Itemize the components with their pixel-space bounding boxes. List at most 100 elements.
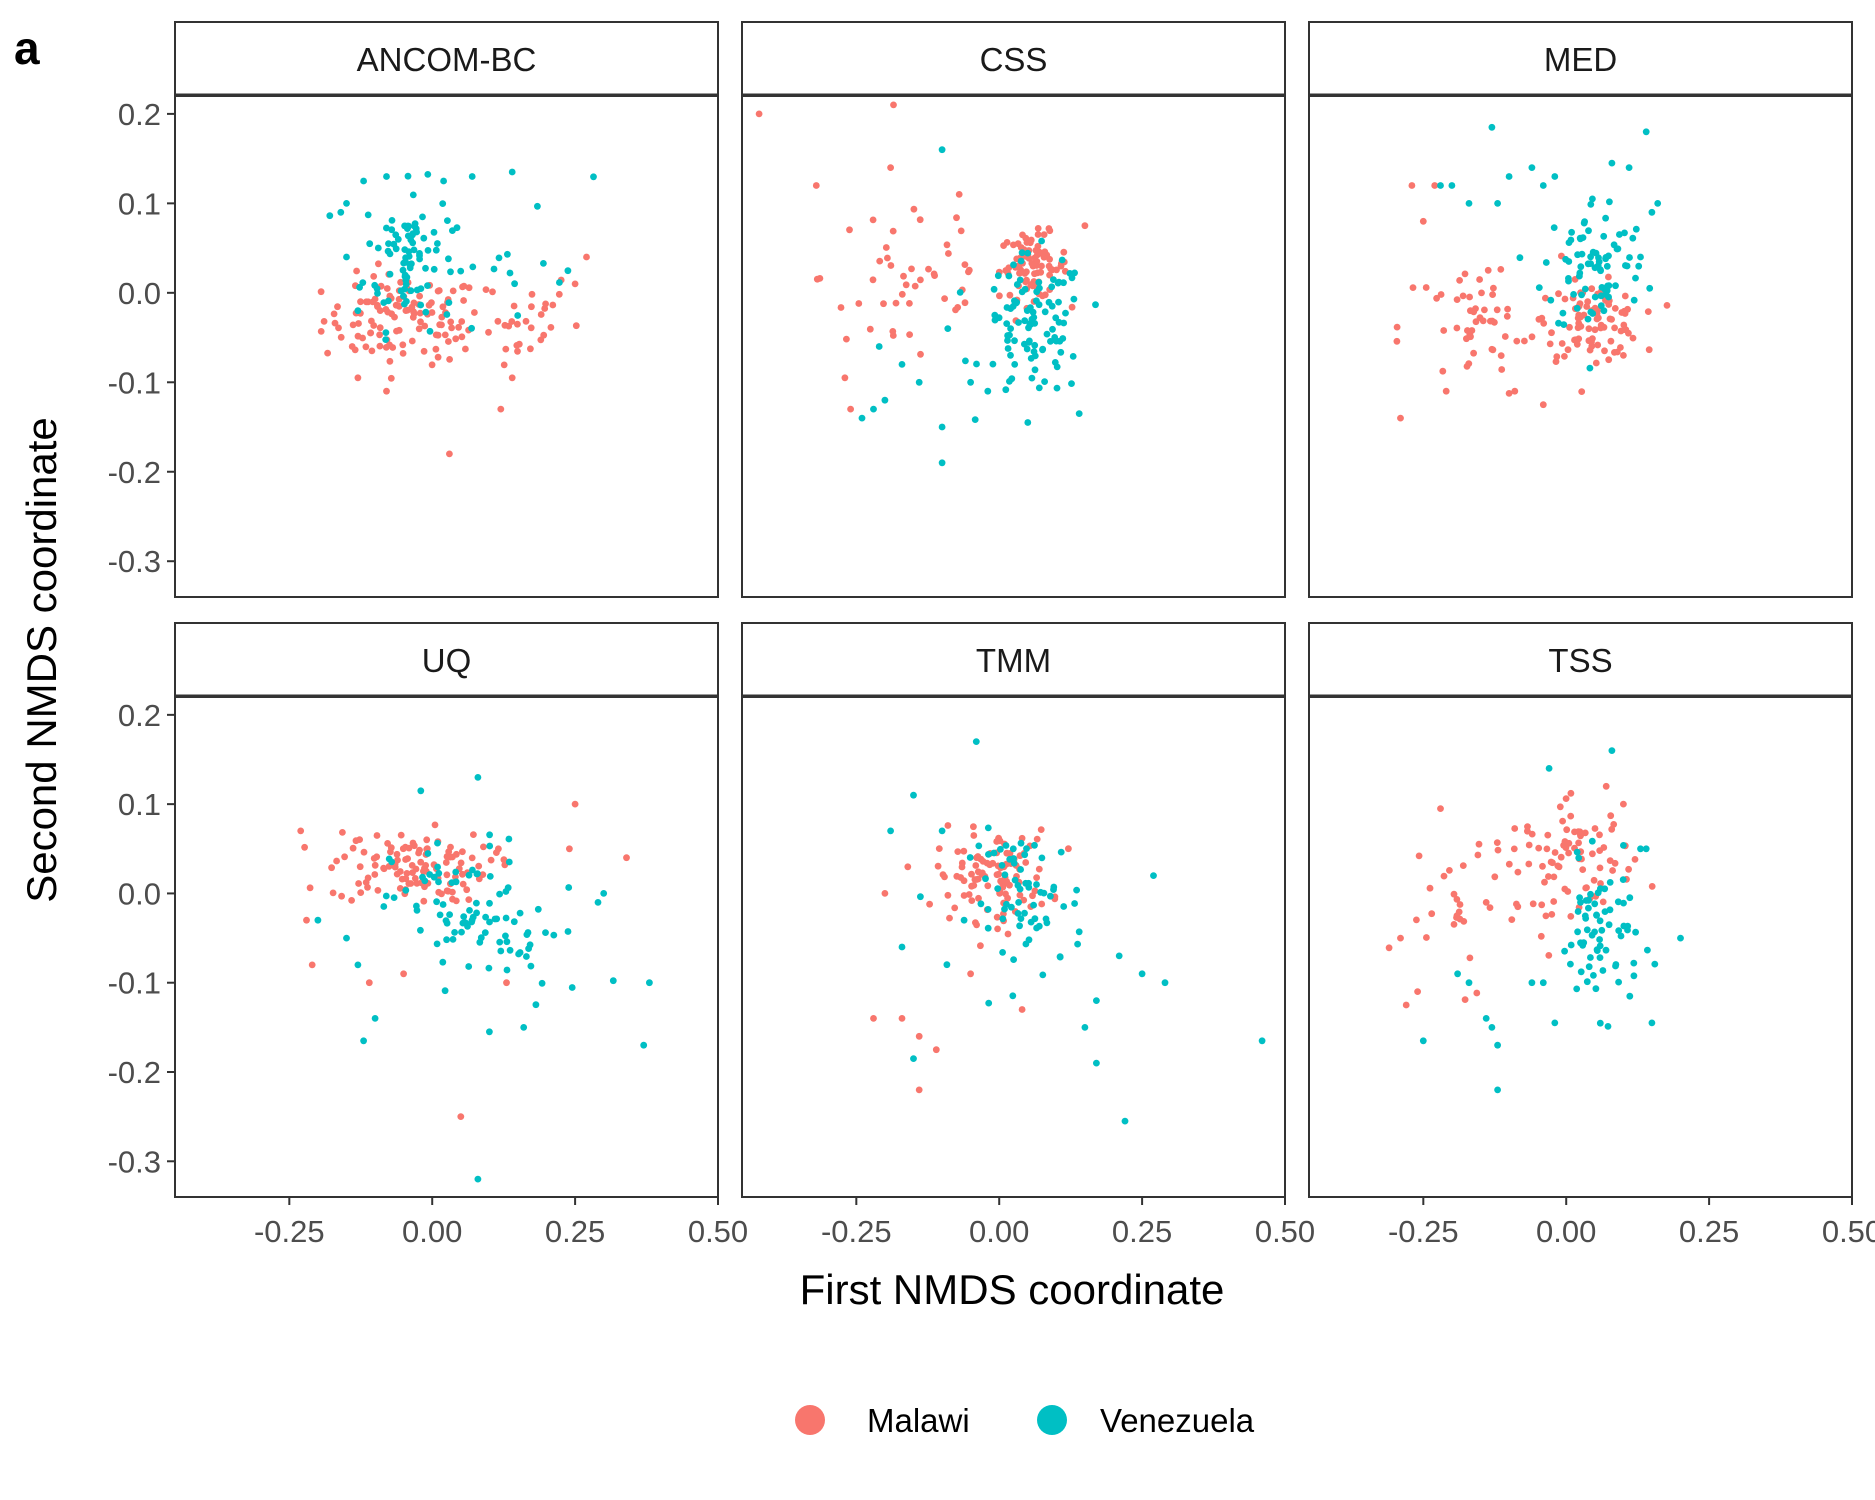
point-venezuela xyxy=(1025,879,1032,887)
point-malawi xyxy=(446,356,453,363)
point-venezuela xyxy=(482,913,489,921)
point-malawi xyxy=(943,241,951,249)
point-venezuela xyxy=(532,1001,540,1009)
point-venezuela xyxy=(447,268,454,276)
point-malawi xyxy=(1513,337,1521,345)
point-venezuela xyxy=(1615,978,1622,986)
point-malawi xyxy=(1437,805,1444,812)
point-malawi xyxy=(961,299,969,307)
point-malawi xyxy=(960,847,968,855)
point-venezuela xyxy=(1060,903,1068,910)
point-malawi xyxy=(1408,182,1416,189)
point-venezuela xyxy=(1528,979,1536,987)
point-malawi xyxy=(333,857,340,865)
point-venezuela xyxy=(568,984,576,991)
point-venezuela xyxy=(474,870,481,877)
point-malawi xyxy=(968,897,976,904)
point-malawi xyxy=(453,850,460,858)
point-venezuela xyxy=(944,325,952,332)
point-malawi xyxy=(494,317,502,325)
point-malawi xyxy=(941,295,948,302)
point-malawi xyxy=(1419,217,1427,225)
point-malawi xyxy=(431,821,439,829)
point-malawi xyxy=(495,845,502,853)
point-venezuela xyxy=(523,953,530,960)
point-venezuela xyxy=(640,1041,648,1049)
point-malawi xyxy=(413,879,421,887)
point-venezuela xyxy=(1606,906,1614,914)
point-malawi xyxy=(503,979,510,987)
point-venezuela xyxy=(1007,305,1014,312)
point-malawi xyxy=(465,896,473,903)
point-venezuela xyxy=(435,869,443,877)
y-tick-label: 0.0 xyxy=(118,876,161,911)
point-malawi xyxy=(1501,333,1509,340)
point-venezuela xyxy=(1021,317,1029,325)
point-malawi xyxy=(448,324,455,332)
point-malawi xyxy=(1000,242,1007,250)
panel-tmm: TMM xyxy=(741,622,1286,1198)
point-venezuela xyxy=(966,854,974,861)
point-malawi xyxy=(1621,292,1629,300)
point-venezuela xyxy=(417,787,425,795)
point-venezuela xyxy=(468,324,475,332)
point-venezuela xyxy=(1031,915,1039,923)
point-malawi xyxy=(1608,316,1615,323)
point-venezuela xyxy=(1018,249,1026,257)
point-malawi xyxy=(979,858,987,865)
point-venezuela xyxy=(1586,364,1594,372)
point-venezuela xyxy=(1585,896,1592,904)
point-malawi xyxy=(1577,831,1584,839)
point-venezuela xyxy=(408,260,415,268)
point-venezuela xyxy=(1606,198,1613,206)
point-venezuela xyxy=(410,246,418,254)
point-malawi xyxy=(1596,864,1604,872)
point-venezuela xyxy=(443,311,451,318)
point-malawi xyxy=(1475,840,1483,848)
legend: Malawi Venezuela xyxy=(795,1402,1255,1439)
point-venezuela xyxy=(360,1037,367,1045)
point-malawi xyxy=(501,321,509,329)
point-venezuela xyxy=(1015,899,1022,906)
point-malawi xyxy=(349,321,357,329)
point-malawi xyxy=(482,286,490,293)
point-malawi xyxy=(1607,812,1615,820)
point-malawi xyxy=(1555,290,1562,298)
point-malawi xyxy=(1422,284,1430,291)
point-malawi xyxy=(417,858,425,866)
point-venezuela xyxy=(430,228,438,236)
point-venezuela xyxy=(1561,947,1568,955)
point-malawi xyxy=(375,260,382,268)
point-malawi xyxy=(432,345,440,353)
point-malawi xyxy=(968,870,975,878)
point-venezuela xyxy=(997,845,1004,853)
point-malawi xyxy=(1504,305,1511,313)
point-malawi xyxy=(1599,898,1607,906)
point-malawi xyxy=(468,854,476,862)
point-venezuela xyxy=(1465,979,1473,987)
point-malawi xyxy=(399,341,407,349)
point-venezuela xyxy=(990,849,998,857)
point-venezuela xyxy=(445,255,452,263)
point-venezuela xyxy=(1039,971,1047,979)
point-venezuela xyxy=(510,918,518,926)
point-malawi xyxy=(409,839,417,847)
point-venezuela xyxy=(433,898,440,906)
point-malawi xyxy=(362,343,370,351)
x-tick-label: -0.25 xyxy=(821,1214,892,1249)
point-malawi xyxy=(944,891,952,899)
point-malawi xyxy=(502,345,510,353)
point-venezuela xyxy=(486,831,493,839)
point-venezuela xyxy=(1003,900,1010,908)
point-venezuela xyxy=(1551,173,1559,180)
point-malawi xyxy=(303,916,310,924)
point-venezuela xyxy=(1592,249,1600,257)
point-venezuela xyxy=(1573,304,1581,312)
point-malawi xyxy=(475,862,483,870)
point-venezuela xyxy=(502,932,509,940)
point-malawi xyxy=(404,855,411,862)
point-venezuela xyxy=(984,906,992,913)
point-malawi xyxy=(1018,1006,1026,1013)
point-venezuela xyxy=(1041,378,1048,385)
